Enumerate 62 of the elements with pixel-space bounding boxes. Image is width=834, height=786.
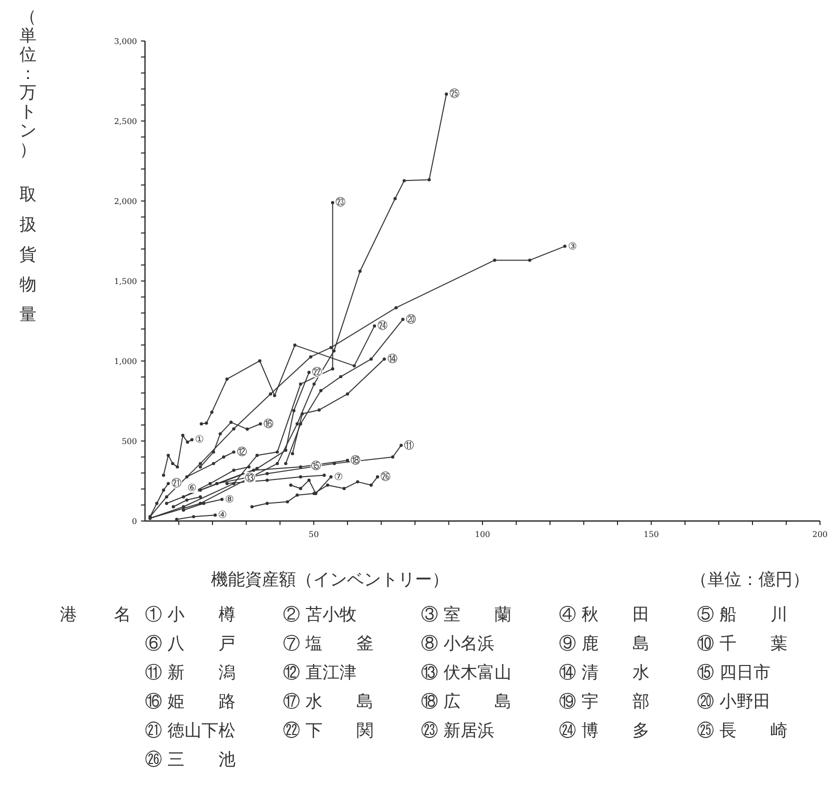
text: ⑤ 船 川 [697,605,788,625]
text: （単位：億円） [690,570,810,590]
x-tick-label: 100 [474,530,490,539]
y-tick-label: 500 [122,437,137,446]
y-tick-label: 3,000 [114,37,137,46]
text: ⑥ 八 戸 [145,634,236,654]
x-axis-title: 機能資産額（インベントリー） [211,570,449,590]
series-label: ㉓ [336,198,346,209]
text: 港 名 [60,605,141,625]
series-label: ④ [218,510,228,522]
text: ㉑ 徳山下松 [145,721,236,741]
text: ⑱ 広 島 [421,692,512,712]
series-label: ① [194,434,204,446]
text: ① 小 樽 [145,605,236,625]
text: ④ 秋 田 [559,605,650,625]
series-label: ㉒ [312,366,322,378]
text: ⑲ 宇 部 [559,692,650,712]
text: ⑪ 新 潟 [145,663,236,683]
y-axis-title: 取扱貨物量 [20,185,36,325]
x-tick-label: 200 [812,530,828,539]
series-label: ③ [568,241,577,252]
series-label: ⑮ [311,460,322,472]
series-label: ㉖ [380,472,391,483]
series-label: ㉔ [378,320,388,332]
y-tick-label: 1,000 [114,357,137,366]
text: ⑳ 小野田 [697,692,770,712]
series-label: ⑭ [387,353,398,366]
text: ⑬ 伏木富山 [421,663,512,683]
series-label: ㉑ [171,478,182,490]
text: ⑦ 塩 釜 [283,634,374,654]
text: ㉔ 博 多 [559,721,650,741]
series-label: ⑬ [244,472,255,484]
series-label: ⑪ [404,439,414,452]
y-tick-label: 0 [132,517,137,526]
text: ㉒ 下 関 [283,721,374,741]
text: ㉓ 新居浜 [421,721,494,741]
series-label: ⑧ [224,494,234,506]
series-label: ⑦ [334,472,343,483]
text: ⑩ 千 葉 [697,634,788,654]
text: ㉖ 三 池 [145,750,236,770]
series-label: ⑳ [406,313,416,326]
y-tick-label: 1,500 [114,277,137,286]
text: ③ 室 蘭 [421,605,512,625]
text: ⑫ 直江津 [283,663,356,683]
text: ⑯ 姫 路 [145,692,236,712]
series-label: ⑥ [187,482,196,494]
text: ⑮ 四日市 [697,663,770,683]
text: ⑨ 鹿 島 [559,634,650,654]
x-tick-label: 150 [644,530,659,539]
text: ⑧ 小名浜 [421,634,494,654]
unit-y: （単位：万トン） [20,7,36,160]
series-label: ㉕ [449,88,460,100]
y-tick-label: 2,000 [114,197,137,206]
y-tick-label: 2,500 [114,117,137,126]
x-tick-label: 50 [308,530,319,539]
text: ② 苫小牧 [283,605,356,625]
text: ㉕ 長 崎 [697,721,788,741]
series-label: ⑱ [350,454,360,466]
series-label: ⑯ [263,418,274,430]
series-label: ⑫ [236,446,247,458]
text: ⑰ 水 島 [283,692,374,712]
text: ⑭ 清 水 [559,663,650,683]
